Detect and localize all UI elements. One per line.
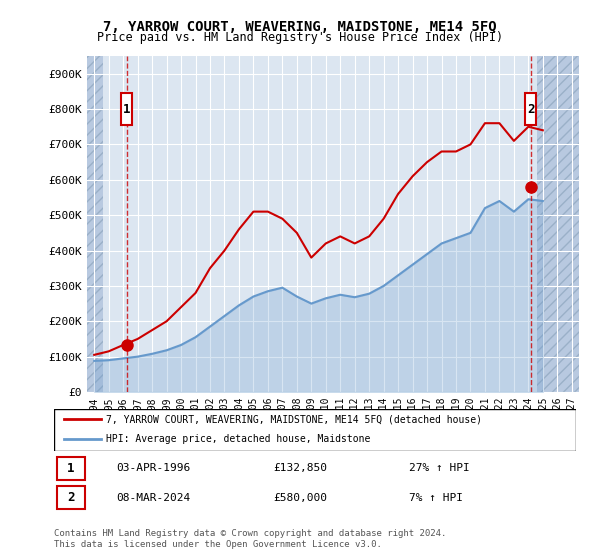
FancyBboxPatch shape bbox=[526, 93, 536, 125]
Text: 03-APR-1996: 03-APR-1996 bbox=[116, 463, 191, 473]
Text: Price paid vs. HM Land Registry's House Price Index (HPI): Price paid vs. HM Land Registry's House … bbox=[97, 31, 503, 44]
Bar bbox=[87, 56, 103, 392]
Text: 1: 1 bbox=[67, 461, 74, 475]
Text: 08-MAR-2024: 08-MAR-2024 bbox=[116, 493, 191, 503]
Text: 7, YARROW COURT, WEAVERING, MAIDSTONE, ME14 5FQ (detached house): 7, YARROW COURT, WEAVERING, MAIDSTONE, M… bbox=[106, 414, 482, 424]
FancyBboxPatch shape bbox=[121, 93, 132, 125]
Text: £580,000: £580,000 bbox=[273, 493, 327, 503]
Text: 7, YARROW COURT, WEAVERING, MAIDSTONE, ME14 5FQ: 7, YARROW COURT, WEAVERING, MAIDSTONE, M… bbox=[103, 20, 497, 34]
FancyBboxPatch shape bbox=[56, 486, 85, 510]
Text: 2: 2 bbox=[527, 102, 535, 115]
Bar bbox=[537, 56, 579, 392]
Text: HPI: Average price, detached house, Maidstone: HPI: Average price, detached house, Maid… bbox=[106, 434, 371, 444]
FancyBboxPatch shape bbox=[56, 456, 85, 480]
FancyBboxPatch shape bbox=[54, 409, 576, 451]
Text: Contains HM Land Registry data © Crown copyright and database right 2024.
This d: Contains HM Land Registry data © Crown c… bbox=[54, 529, 446, 549]
Text: 1: 1 bbox=[123, 102, 131, 115]
Text: £132,850: £132,850 bbox=[273, 463, 327, 473]
Text: 7% ↑ HPI: 7% ↑ HPI bbox=[409, 493, 463, 503]
Text: 27% ↑ HPI: 27% ↑ HPI bbox=[409, 463, 470, 473]
Text: 2: 2 bbox=[67, 491, 74, 505]
